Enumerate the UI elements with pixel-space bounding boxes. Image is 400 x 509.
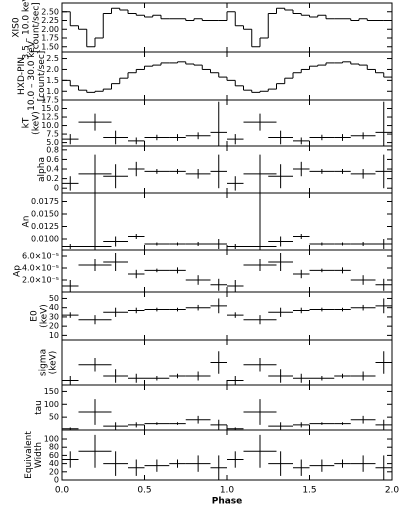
y-axis-label: alpha — [37, 157, 47, 182]
y-axis-label: Ap — [12, 265, 22, 277]
y-tick-label: 1.5 — [46, 76, 59, 85]
y-tick-label: 0.2 — [46, 174, 59, 183]
y-tick-label: 30 — [49, 312, 59, 321]
y-tick-label: 2.5 — [46, 54, 59, 63]
y-axis-label: E0 — [29, 310, 39, 322]
y-tick-label: 7.5 — [46, 130, 59, 139]
y-tick-label: 80 — [49, 443, 59, 452]
y-axis-label: (keV) — [49, 351, 59, 375]
y-tick-label: 10.0 — [41, 121, 59, 130]
y-axis-label: (keV) — [32, 111, 42, 135]
y-axis-label: Equivalent — [24, 431, 34, 479]
y-axis-label: An — [22, 216, 32, 228]
y-tick-label: 0 — [54, 476, 59, 485]
x-tick-label: 2.0 — [385, 486, 400, 496]
y-tick-label: 2.25 — [41, 16, 59, 25]
y-tick-label: 12.5 — [41, 113, 59, 122]
y-tick-label: 0.6 — [46, 155, 59, 164]
y-tick-label: 0 — [54, 184, 59, 193]
y-tick-label: 0.4 — [46, 165, 59, 174]
y-tick-label: 100 — [44, 435, 59, 444]
y-tick-label: 40 — [49, 459, 59, 468]
y-tick-label: 2.0×10⁻⁵ — [22, 276, 59, 285]
x-tick-label: 1.5 — [302, 486, 316, 496]
y-tick-label: 0.0150 — [31, 210, 59, 219]
x-axis-label: Phase — [212, 497, 243, 506]
y-tick-label: 4.0×10⁻⁵ — [22, 264, 59, 273]
y-tick-label: 2.50 — [41, 7, 59, 16]
y-tick-label: 2.0 — [46, 65, 59, 74]
y-tick-label: 150 — [44, 387, 59, 396]
y-axis-label: sigma — [39, 349, 49, 376]
y-tick-label: 1.75 — [41, 34, 59, 43]
y-tick-label: 20 — [49, 322, 59, 331]
y-tick-label: 10 — [49, 331, 59, 340]
y-axis-label: [count/sec] — [37, 51, 47, 102]
y-tick-label: 0.8 — [46, 145, 59, 154]
y-axis-label: XIS0 — [12, 17, 22, 38]
y-tick-label: 0.0125 — [31, 222, 59, 231]
y-tick-label: 50 — [49, 294, 59, 303]
x-tick-label: 1.0 — [220, 486, 235, 496]
y-tick-label: 5.0 — [46, 138, 59, 147]
y-tick-label: 50 — [49, 413, 59, 422]
y-tick-label: 100 — [44, 400, 59, 409]
y-tick-label: 17.5 — [41, 96, 59, 105]
y-axis-label: [count/sec] — [32, 2, 42, 53]
y-axis-label: (keV) — [39, 304, 49, 328]
panel-frame — [61, 429, 393, 481]
y-axis-label: 3.5 – 10.0 keV — [22, 0, 32, 60]
y-tick-label: 40 — [49, 303, 59, 312]
y-tick-label: 0.0175 — [31, 197, 59, 206]
y-tick-label: 1.0 — [46, 87, 59, 96]
y-tick-label: 20 — [49, 467, 59, 476]
y-axis-label: 10.0 – 30.0 keV — [27, 40, 37, 111]
y-tick-label: 1.50 — [41, 42, 59, 51]
y-axis-label: kT — [22, 117, 32, 128]
y-axis-label: Width — [34, 442, 44, 468]
y-tick-label: 2.00 — [41, 25, 59, 34]
y-tick-label: 0.0100 — [31, 235, 59, 244]
panel-frame — [61, 51, 393, 101]
panel-frame — [61, 291, 393, 341]
y-tick-label: 6.0×10⁻⁵ — [22, 252, 59, 261]
y-tick-label: 15.0 — [41, 104, 59, 113]
x-tick-label: 0.5 — [137, 486, 151, 496]
y-axis-label: tau — [34, 400, 44, 415]
x-tick-label: 0.0 — [55, 486, 70, 496]
y-axis-label: HXD-PIN — [17, 57, 27, 95]
y-tick-label: 60 — [49, 451, 59, 460]
